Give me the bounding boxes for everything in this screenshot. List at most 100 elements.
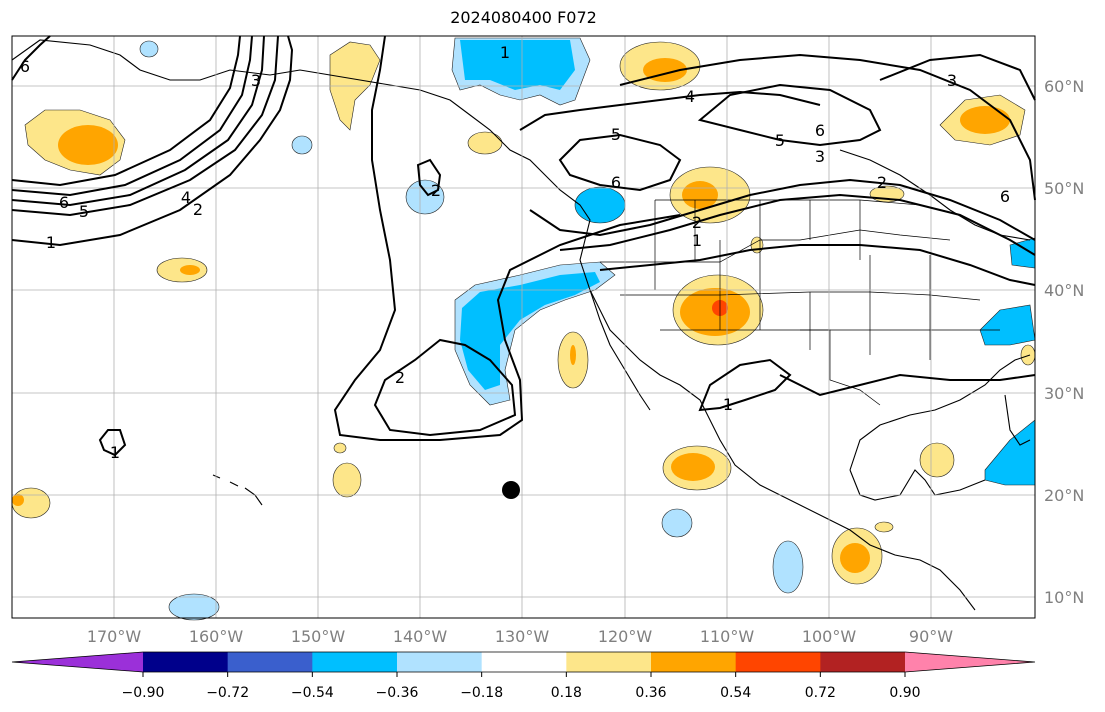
lon-label: 130°W: [495, 627, 550, 646]
colorbar: −0.90 −0.72 −0.54 −0.36 −0.18 0.18 0.36 0.54 0.7…: [11, 651, 1036, 701]
contour-label: 1: [692, 231, 702, 250]
colorbar-segment: [566, 652, 652, 672]
anomaly-positive-4: [467, 131, 503, 155]
contour-ridge-1: [519, 90, 821, 131]
latitude-labels: 60°N 50°N 40°N 30°N 20°N 10°N: [1044, 77, 1084, 607]
anomaly-positive-3: [332, 462, 362, 498]
coast-florida: [1004, 394, 1031, 446]
contour-bering-3: [11, 35, 265, 207]
anomaly-positive-hudson-core: [960, 106, 1010, 134]
contour-label: 3: [815, 147, 825, 166]
contour-label: 1: [110, 443, 120, 462]
map-panel: 6 3 6 5 4 2 1 1 5 6 4 5 3 6 3 2 6 2 1 2 …: [11, 35, 1036, 621]
shaded-anomalies: [11, 37, 1036, 621]
anomaly-positive-10: [874, 521, 894, 533]
contour-bering-2: [11, 35, 279, 217]
contour-east-us: [779, 373, 1036, 397]
contour-label: 2: [692, 213, 702, 232]
anomaly-negative-3: [661, 508, 693, 538]
coast-yucatan: [849, 469, 986, 501]
contour-label: 1: [500, 43, 510, 62]
anomaly-positive-bering-core: [58, 125, 118, 165]
contour-low-west: [98, 429, 127, 457]
colorbar-segment: [820, 652, 906, 672]
contour-east-loop: [879, 53, 1036, 101]
colorbar-tick-label: 0.54: [720, 685, 751, 701]
contour-northeast-2: [697, 83, 882, 147]
colorbar-segments: [11, 651, 1036, 673]
contour-label: 4: [181, 188, 191, 207]
colorbar-extend-high: [905, 652, 1035, 672]
anomaly-positive-5: [919, 442, 955, 478]
coast-gulf-mexico: [849, 354, 1031, 471]
contour-label: 3: [251, 71, 261, 90]
contour-ridge-3: [529, 178, 1036, 241]
anomaly-negative-offshore-arc-core: [460, 272, 600, 390]
lat-label: 10°N: [1044, 588, 1084, 607]
contour-label: 3: [947, 71, 957, 90]
anomaly-positive-2-core: [12, 494, 24, 506]
anomaly-positive-baja-core: [570, 345, 576, 365]
anomaly-positive-1-core: [180, 265, 200, 275]
colorbar-tick-label: 0.90: [889, 685, 920, 701]
contour-label: 2: [431, 181, 441, 200]
colorbar-segment: [651, 652, 737, 672]
contour-label: 2: [193, 200, 203, 219]
contour-label: 6: [611, 173, 621, 192]
anomaly-positive-9: [333, 442, 347, 454]
colorbar-segment: [143, 652, 229, 672]
longitude-labels: 170°W 160°W 150°W 140°W 130°W 120°W 110°…: [87, 627, 953, 646]
colorbar-segment: [481, 652, 567, 672]
contour-label: 5: [611, 125, 621, 144]
lon-label: 100°W: [802, 627, 857, 646]
map-title: 2024080400 F072: [450, 8, 597, 27]
colorbar-tick-label: −0.18: [460, 685, 503, 701]
contour-bering-5: [11, 35, 241, 187]
location-marker: [502, 481, 520, 499]
anomaly-negative-aleutian: [139, 40, 159, 58]
contour-label: 6: [59, 193, 69, 212]
anomaly-negative-offshore-1: [405, 179, 445, 215]
colorbar-extend-low: [12, 652, 143, 672]
anomaly-negative-5: [168, 593, 220, 621]
contour-bering-4: [11, 35, 253, 197]
anomaly-negative-gulf-alaska-core: [460, 40, 575, 90]
contour-offshore-small: [416, 158, 442, 197]
contour-northeast: [619, 53, 1036, 201]
anomaly-positive-east-pacific-core: [840, 543, 870, 573]
colorbar-tick-label: −0.72: [206, 685, 249, 701]
colorbar-tick-label: 0.36: [635, 685, 666, 701]
anomaly-negative-4: [772, 540, 804, 594]
colorbar-tick-label: 0.18: [551, 685, 582, 701]
contour-label: 2: [877, 173, 887, 192]
lat-label: 60°N: [1044, 77, 1084, 96]
contour-label: 1: [46, 233, 56, 252]
contour-label: 6: [20, 57, 30, 76]
anomaly-negative-2: [291, 135, 313, 155]
lon-label: 170°W: [87, 627, 142, 646]
contour-label: 5: [775, 131, 785, 150]
lat-label: 40°N: [1044, 281, 1084, 300]
colorbar-segment: [397, 652, 483, 672]
map-border: [11, 35, 1036, 619]
contour-bering-6: [11, 35, 51, 81]
contour-ridge-5: [599, 244, 1036, 286]
contour-label: 6: [1000, 187, 1010, 206]
anomaly-negative-pacific-nw: [574, 186, 626, 224]
contour-ridge-2: [558, 133, 682, 192]
lon-label: 140°W: [393, 627, 448, 646]
lat-label: 20°N: [1044, 486, 1084, 505]
contour-label: 1: [723, 395, 733, 414]
colorbar-tick-label: 0.72: [805, 685, 836, 701]
contour-label: 4: [685, 87, 695, 106]
graticule: [12, 36, 1035, 618]
lat-label: 50°N: [1044, 179, 1084, 198]
lon-label: 90°W: [909, 627, 953, 646]
colorbar-ticks: −0.90 −0.72 −0.54 −0.36 −0.18 0.18 0.36 0.54 0.7…: [122, 672, 921, 701]
colorbar-tick-label: −0.36: [376, 685, 419, 701]
contour-label: 2: [395, 368, 405, 387]
colorbar-tick-label: −0.54: [291, 685, 334, 701]
colorbar-segment: [735, 652, 821, 672]
lon-label: 120°W: [598, 627, 653, 646]
